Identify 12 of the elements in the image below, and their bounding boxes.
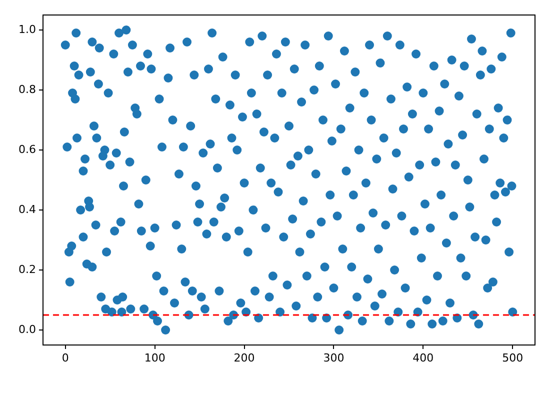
x-tick-label: 0 xyxy=(62,351,69,364)
y-tick-label: 0.4 xyxy=(18,202,36,216)
x-tick-label: 200 xyxy=(234,351,255,364)
y-tick-label: 0.2 xyxy=(18,262,36,276)
y-tick-label: 0.0 xyxy=(18,322,36,336)
x-tick-label: 100 xyxy=(144,351,166,364)
y-tick-label: 0.8 xyxy=(18,82,36,96)
y-tick-label: 0.6 xyxy=(18,142,36,156)
y-tick-label: 1.0 xyxy=(18,22,36,36)
x-tick-label: 300 xyxy=(323,351,344,364)
x-tick-label: 500 xyxy=(502,351,524,364)
x-tick-label: 400 xyxy=(412,351,434,364)
